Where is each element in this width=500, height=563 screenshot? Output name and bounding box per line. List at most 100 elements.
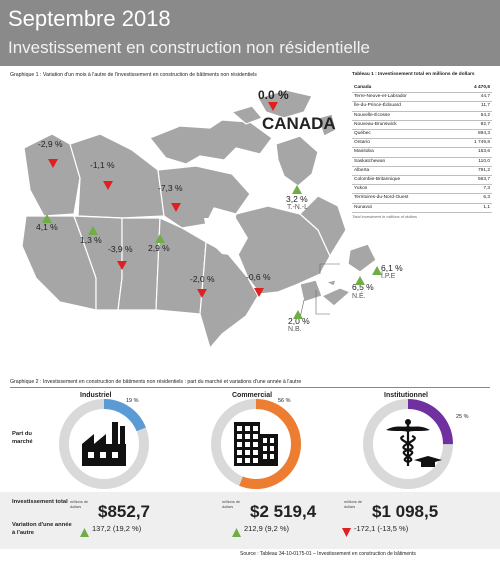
region-down-arrow xyxy=(254,284,264,302)
up-arrow-icon xyxy=(80,528,89,537)
sector-total: $1 098,5 xyxy=(372,502,439,521)
region-up-arrow xyxy=(42,210,52,228)
table-cell-region: Ontario xyxy=(354,140,370,146)
up-arrow-icon xyxy=(80,524,89,542)
table-cell-region: Colombie-Britannique xyxy=(354,177,401,183)
table-row: Nouvelle-Écosse 54,2 xyxy=(352,112,492,121)
table-cell-region: Nouvelle-Écosse xyxy=(354,112,390,118)
region-change: -2,0 % xyxy=(190,274,215,284)
table-cell-value: 82,7 xyxy=(480,121,490,127)
region-change: -7,3 % xyxy=(158,183,183,193)
table-row: Nunavut 1,1 xyxy=(352,204,492,213)
region-down-arrow xyxy=(103,177,113,195)
graph2-caption: Graphique 2 : Investissement en construc… xyxy=(10,379,302,385)
table-cell-value: 153,6 xyxy=(477,149,490,155)
region-change: -1,1 % xyxy=(90,160,115,170)
up-arrow-icon xyxy=(232,528,241,537)
region-nunavut xyxy=(157,165,251,229)
table-cell-region: Canada xyxy=(354,85,372,90)
region-pei xyxy=(325,279,337,287)
down-arrow-icon xyxy=(48,159,58,168)
region-nb xyxy=(299,279,323,303)
table-cell-value: 7,3 xyxy=(483,186,490,192)
table-cell-region: Territoires-du-Nord-Ouest xyxy=(354,195,409,201)
region-down-arrow xyxy=(171,199,181,217)
unit-label: millions de dollars xyxy=(70,500,88,509)
table-cell-value: 791,2 xyxy=(477,167,490,173)
office-building-icon xyxy=(234,422,278,466)
arctic-islands xyxy=(149,119,273,165)
region-labrador xyxy=(299,195,347,257)
table-cell-value: 894,3 xyxy=(477,131,490,137)
summary-band xyxy=(0,492,500,549)
table-row: Terre-Neuve-et-Labrador 44,7 xyxy=(352,93,492,103)
table-cell-region: Terre-Neuve-et-Labrador xyxy=(354,94,407,100)
table-cell-value: 563,7 xyxy=(477,177,490,183)
down-arrow-icon xyxy=(197,289,207,298)
table1: Tableau 1 : Investissement total en mill… xyxy=(352,72,492,219)
source-note: Source : Tableau 34-10-0175-01 – Investi… xyxy=(240,551,416,557)
sector-title: Industriel xyxy=(80,392,112,399)
donut-chart xyxy=(59,399,149,489)
table-cell-value: 11,7 xyxy=(481,103,490,109)
region-change: 1,3 % xyxy=(80,235,102,245)
region-up-arrow xyxy=(293,306,303,324)
canada-change: 0.0 % xyxy=(258,88,289,102)
divider xyxy=(10,387,490,388)
table-cell-value: 1 749,8 xyxy=(473,140,490,146)
down-arrow-icon xyxy=(117,261,127,270)
factory-icon xyxy=(82,422,126,466)
up-arrow-icon xyxy=(88,226,98,235)
region-change: 6,1 % xyxy=(381,263,403,273)
table-row: Alberta 791,2 xyxy=(352,167,492,177)
sector-total: $852,7 xyxy=(98,502,150,521)
market-share-label: Part du marché xyxy=(12,431,33,445)
sector-share: 19 % xyxy=(126,398,139,404)
region-up-arrow xyxy=(292,181,302,199)
region-change: 2,0 % xyxy=(288,316,310,326)
region-up-arrow xyxy=(155,230,165,248)
region-up-arrow xyxy=(372,262,382,280)
table-cell-region: Nunavut xyxy=(354,204,372,210)
unit-label: millions de dollars xyxy=(222,500,240,509)
region-change: -0,6 % xyxy=(246,272,271,282)
table-cell-value: 44,7 xyxy=(480,94,490,100)
region-abbreviation: N.É. xyxy=(352,293,366,300)
canada-map xyxy=(21,89,377,349)
table-row: Manitoba 153,6 xyxy=(352,148,492,158)
down-arrow-icon xyxy=(171,203,181,212)
table-cell-value: 110,0 xyxy=(478,158,490,164)
table-cell-value: 54,2 xyxy=(480,112,490,118)
canada-down-arrow-icon xyxy=(268,102,278,111)
region-change: 3,2 % xyxy=(286,194,308,204)
region-down-arrow xyxy=(117,257,127,275)
table-row: Saskatchewan 110,0 xyxy=(352,158,492,167)
region-change: 4,1 % xyxy=(36,222,58,232)
up-arrow-icon xyxy=(42,214,52,223)
sector-yoy-change: -172,1 (-13,5 %) xyxy=(354,524,409,533)
sector-share: 25 % xyxy=(456,414,469,420)
region-up-arrow xyxy=(355,272,365,290)
region-change: -2,9 % xyxy=(38,139,63,149)
table-row: Yukon 7,3 xyxy=(352,185,492,195)
table-row: Colombie-Britannique 563,7 xyxy=(352,176,492,186)
region-abbreviation: N.B. xyxy=(288,326,302,333)
down-arrow-icon xyxy=(342,528,351,537)
table-row: Ontario 1 749,8 xyxy=(352,139,492,149)
sector-yoy-change: 137,2 (19,2 %) xyxy=(92,524,142,533)
sector-total: $2 519,4 xyxy=(250,502,317,521)
donut-share-arc xyxy=(59,399,149,489)
table-row: Île-du-Prince-Édouard 11,7 xyxy=(352,102,492,112)
region-abbreviation: T.-N.-L xyxy=(287,204,308,211)
donut-share-arc xyxy=(363,399,453,489)
region-yukon xyxy=(23,133,81,217)
region-change: 6,5 % xyxy=(352,282,374,292)
up-arrow-icon xyxy=(155,234,165,243)
sector-title: Commercial xyxy=(232,392,273,399)
table-cell-region: Manitoba xyxy=(354,149,374,155)
page-title: Septembre 2018 xyxy=(8,6,171,31)
page-subtitle: Investissement en construction non résid… xyxy=(8,38,370,57)
region-down-arrow xyxy=(48,155,58,173)
up-arrow-icon xyxy=(292,185,302,194)
table1-title: Tableau 1 : Investissement total en mill… xyxy=(352,72,475,77)
